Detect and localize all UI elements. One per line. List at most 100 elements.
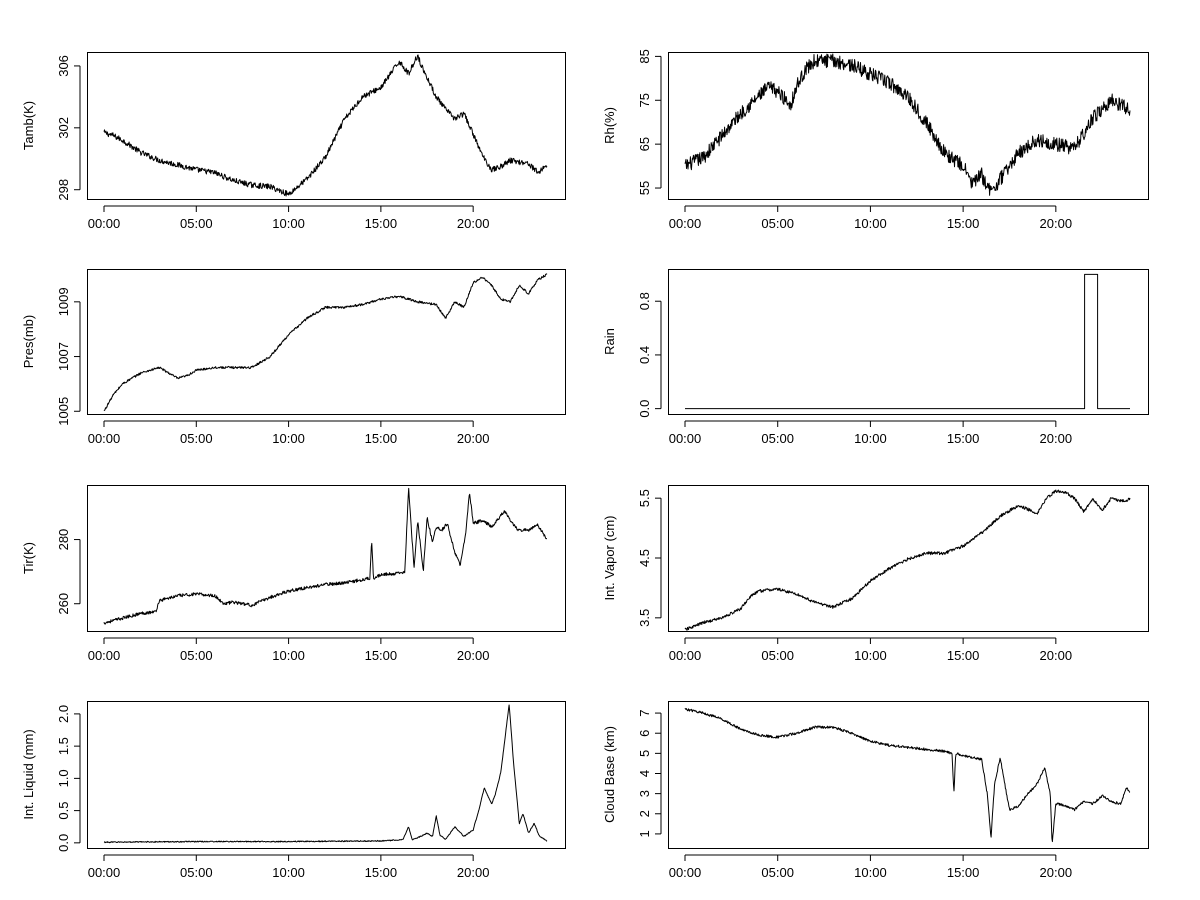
x-tick-label: 05:00 (761, 431, 794, 446)
plot-frame (668, 701, 1149, 849)
x-tick-label: 05:00 (180, 216, 213, 231)
panel-4: 00:00 05:00 10:00 15:00 20:00 0.0 0.4 0.8 Rain (602, 269, 1149, 446)
x-tick-label: 00:00 (669, 216, 702, 231)
y-tick-label: 4 (637, 770, 652, 777)
series-line (103, 487, 547, 625)
series-line (684, 489, 1131, 631)
y-tick-label: 280 (56, 529, 71, 551)
x-tick-label: 20:00 (1040, 648, 1073, 663)
x-tick-label: 10:00 (272, 431, 305, 446)
plot-frame (87, 269, 566, 415)
y-tick-label: 7 (637, 709, 652, 716)
y-tick-label: 1 (637, 830, 652, 837)
y-tick-label: 5 (637, 750, 652, 757)
series-line (684, 707, 1131, 843)
y-tick-label: 4.5 (637, 549, 652, 567)
series-line (685, 273, 1130, 410)
x-tick-label: 15:00 (947, 216, 980, 231)
y-tick-label: 1007 (56, 342, 71, 371)
y-tick-label: 0.4 (637, 346, 652, 364)
x-tick-label: 10:00 (854, 216, 887, 231)
y-tick-label: 6 (637, 730, 652, 737)
y-tick-label: 260 (56, 593, 71, 615)
x-tick-label: 00:00 (669, 865, 702, 880)
x-tick-label: 05:00 (180, 865, 213, 880)
y-tick-label: 298 (56, 179, 71, 201)
y-tick-label: 0.0 (56, 834, 71, 852)
x-tick-label: 10:00 (272, 216, 305, 231)
series-line (103, 704, 548, 844)
y-axis-title: Rain (602, 328, 617, 355)
y-axis-title: Rh(%) (602, 107, 617, 144)
x-tick-label: 00:00 (88, 648, 121, 663)
y-tick-label: 3 (637, 790, 652, 797)
y-tick-label: 3.5 (637, 609, 652, 627)
x-tick-label: 05:00 (761, 865, 794, 880)
panel-1: 00:00 05:00 10:00 15:00 20:00 298 302 306 Tamb(K… (21, 52, 566, 231)
series-line (103, 54, 548, 197)
y-tick-label: 1.5 (56, 737, 71, 755)
panel-5: 00:00 05:00 10:00 15:00 20:00 260 280 Tir(K) (21, 485, 566, 663)
y-tick-label: 306 (56, 55, 71, 77)
panel-3: 00:00 05:00 10:00 15:00 20:00 1005 1007 1009 Pre… (21, 269, 566, 446)
series-line (684, 53, 1131, 196)
panel-7: 00:00 05:00 10:00 15:00 20:00 0.0 0.5 1.0 1.5 2.0… (21, 701, 566, 880)
x-tick-label: 15:00 (947, 865, 980, 880)
x-tick-label: 00:00 (669, 648, 702, 663)
x-tick-label: 20:00 (457, 865, 490, 880)
plot-frame (668, 52, 1149, 200)
y-tick-label: 5.5 (637, 489, 652, 507)
x-tick-label: 10:00 (854, 648, 887, 663)
plot-frame (87, 52, 566, 200)
y-axis-title: Int. Vapor (cm) (602, 515, 617, 600)
y-tick-label: 1005 (56, 397, 71, 426)
x-tick-label: 00:00 (88, 216, 121, 231)
y-tick-label: 302 (56, 117, 71, 139)
y-tick-label: 0.0 (637, 400, 652, 418)
plot-frame (87, 485, 566, 632)
x-tick-label: 15:00 (365, 865, 398, 880)
x-tick-label: 20:00 (1040, 431, 1073, 446)
series-line (103, 273, 548, 412)
y-tick-label: 0.8 (637, 292, 652, 310)
x-tick-label: 05:00 (180, 648, 213, 663)
x-tick-label: 05:00 (761, 648, 794, 663)
y-axis-title: Tir(K) (21, 542, 36, 574)
x-tick-label: 10:00 (854, 431, 887, 446)
y-axis-title: Pres(mb) (21, 315, 36, 368)
y-tick-label: 0.5 (56, 802, 71, 820)
y-axis-title: Cloud Base (km) (602, 726, 617, 823)
x-tick-label: 10:00 (272, 648, 305, 663)
plot-frame (668, 269, 1149, 415)
x-tick-label: 20:00 (1040, 865, 1073, 880)
y-tick-label: 65 (637, 137, 652, 151)
x-tick-label: 00:00 (669, 431, 702, 446)
plot-frame (87, 701, 566, 849)
x-tick-label: 05:00 (180, 431, 213, 446)
x-tick-label: 15:00 (947, 431, 980, 446)
y-tick-label: 85 (637, 49, 652, 63)
x-tick-label: 20:00 (457, 648, 490, 663)
panel-2: 00:00 05:00 10:00 15:00 20:00 55 65 75 85 Rh(%) (602, 49, 1149, 231)
x-tick-label: 15:00 (947, 648, 980, 663)
y-tick-label: 1009 (56, 287, 71, 316)
x-tick-label: 20:00 (1040, 216, 1073, 231)
y-tick-label: 55 (637, 181, 652, 195)
x-tick-label: 00:00 (88, 431, 121, 446)
y-tick-label: 75 (637, 93, 652, 107)
x-tick-label: 00:00 (88, 865, 121, 880)
panel-8: 00:00 05:00 10:00 15:00 20:00 1 2 3 4 5 6 7 Cloud Ba… (602, 701, 1149, 880)
x-tick-label: 05:00 (761, 216, 794, 231)
x-tick-label: 15:00 (365, 648, 398, 663)
y-axis-title: Int. Liquid (mm) (21, 729, 36, 819)
panel-6: 00:00 05:00 10:00 15:00 20:00 3.5 4.5 5.5 Int. V… (602, 485, 1149, 663)
x-tick-label: 15:00 (365, 431, 398, 446)
x-tick-label: 15:00 (365, 216, 398, 231)
y-tick-label: 2 (637, 810, 652, 817)
x-tick-label: 20:00 (457, 216, 490, 231)
x-tick-label: 10:00 (272, 865, 305, 880)
x-tick-label: 20:00 (457, 431, 490, 446)
y-axis-title: Tamb(K) (21, 101, 36, 150)
x-tick-label: 10:00 (854, 865, 887, 880)
